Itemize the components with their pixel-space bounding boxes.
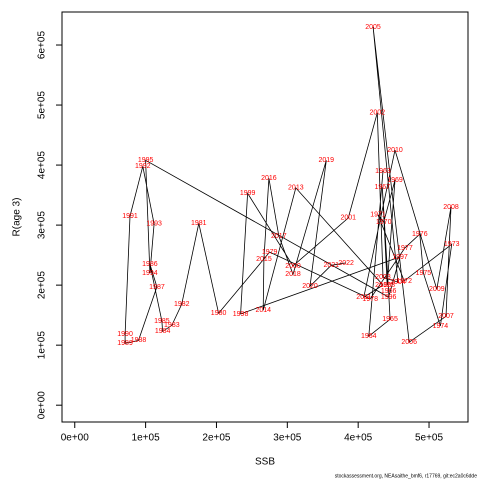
y-tick-label: 4e+05 [37,151,48,180]
x-tick-label: 5e+05 [415,433,444,444]
point-label: 1982 [174,301,190,308]
y-tick-label: 2e+05 [37,271,48,300]
point-label: 1968 [379,282,395,289]
point-label: 1990 [117,331,133,338]
point-label: 2001 [340,215,356,222]
point-label: 2006 [401,339,417,346]
point-label: 1988 [131,337,147,344]
point-label: 1984 [155,328,171,335]
point-label: 1972 [396,278,412,285]
y-tick-label: 3e+05 [37,211,48,240]
point-label: 1991 [122,213,138,220]
point-label: 2021 [323,262,339,269]
point-label: 2008 [443,204,459,211]
point-label: 1998 [233,311,249,318]
point-label: 1978 [362,296,378,303]
footnote: stockassessment.org, NEAsaithe_bmf6, r17… [335,473,478,479]
point-label: 1993 [146,221,162,228]
point-label: 2010 [387,147,403,154]
point-label: 1989 [117,340,133,347]
point-label: 2011 [356,294,371,301]
point-label: 2009 [429,286,445,293]
point-label: 1977 [397,245,413,252]
point-label: 1967 [374,184,390,191]
x-axis-label: SSB [255,457,275,468]
point-label: 1979 [262,249,278,256]
point-label: 2003 [375,274,391,281]
point-label: 1981 [191,220,207,227]
point-label: 2017 [271,233,287,240]
point-label: 1992 [135,163,151,170]
point-label: 2016 [261,175,277,182]
plot-frame [61,11,469,423]
point-label: 2022 [338,260,354,267]
point-label: 1963 [375,168,391,175]
x-tick-label: 4e+05 [344,433,373,444]
point-label: 2005 [365,24,381,31]
point-label: 2012 [375,282,391,289]
point-label: 1995 [138,157,154,164]
point-label: 1999 [240,190,256,197]
point-label: 1964 [361,333,377,340]
point-label: 2014 [255,307,271,314]
point-label: 1975 [416,270,432,277]
x-tick-label: 3e+05 [273,433,302,444]
point-label: 2018 [285,271,301,278]
point-label: 2020 [302,283,318,290]
x-tick-label: 0e+00 [61,433,90,444]
y-tick-label: 6e+05 [37,31,48,60]
x-tick-label: 2e+05 [202,433,231,444]
y-tick-label: 1e+05 [37,331,48,360]
point-label: 1994 [142,270,158,277]
point-label: 1983 [164,322,180,329]
point-label: 2004 [390,279,406,286]
trajectory-line [124,26,453,344]
point-label: 1976 [412,231,428,238]
point-label: 1986 [142,261,158,268]
point-label: 1980 [211,310,227,317]
point-label: 1987 [149,284,165,291]
point-label: 2015 [256,256,272,263]
point-label: 2013 [288,185,304,192]
y-tick-label: 5e+05 [37,91,48,120]
point-label: 1974 [433,323,449,330]
y-axis-label: R(age 3) [12,198,23,237]
point-label: 1985 [154,318,170,325]
point-label: 1965 [382,316,398,323]
point-label: 1971 [370,212,386,219]
point-label: 1969 [387,177,403,184]
point-label: 2007 [438,313,454,320]
point-label: 2002 [370,110,386,117]
point-label: 1966 [381,288,397,295]
point-label: 1997 [392,254,408,261]
point-label: 2000 [285,263,301,270]
point-label: 1996 [381,294,397,301]
point-label: 1970 [376,219,392,226]
x-tick-label: 1e+05 [132,433,161,444]
point-label: 1973 [444,241,460,248]
y-tick-label: 0e+00 [37,391,48,420]
point-label: 2019 [319,157,335,164]
